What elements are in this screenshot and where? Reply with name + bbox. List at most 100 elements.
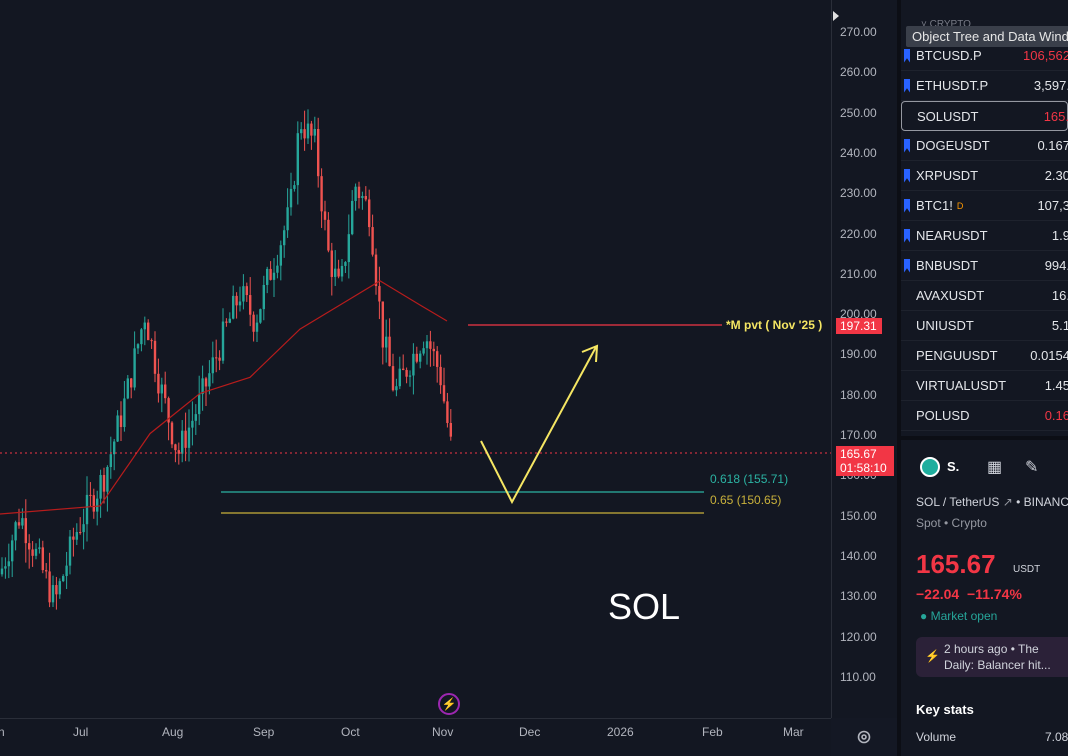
candle-body <box>157 373 160 394</box>
price-chart[interactable] <box>0 0 831 718</box>
candle-body <box>371 227 374 255</box>
candle-body <box>276 265 279 273</box>
layout-grid-icon[interactable]: ▦ <box>987 459 1003 476</box>
candle-body <box>153 340 157 374</box>
pair-name[interactable]: SOL / TetherUS ↗ • BINANC <box>916 495 1068 509</box>
watchlist-row[interactable]: VIRTUALUSDT 1.45 <box>901 371 1068 401</box>
watchlist-row[interactable]: SOLUSDT 165. <box>901 101 1068 131</box>
candle-body <box>306 123 310 139</box>
flag-icon[interactable] <box>904 228 910 243</box>
candle-body <box>439 366 442 386</box>
watchlist-row[interactable]: BNBUSDT 994. <box>901 251 1068 281</box>
watchlist-row[interactable]: ETHUSDT.P 3,597. <box>901 71 1068 101</box>
watchlist-symbol: BTCUSD.P <box>916 48 982 63</box>
candle-body <box>327 219 330 251</box>
time-tick: Aug <box>162 725 184 739</box>
chart-settings-button[interactable] <box>831 718 897 756</box>
sol-annotation[interactable]: SOL <box>608 586 681 627</box>
price-tick: 110.00 <box>840 669 876 684</box>
candle-body <box>31 549 34 556</box>
candle-body <box>289 188 293 208</box>
flag-icon[interactable] <box>904 168 910 183</box>
candle-body <box>38 547 41 549</box>
candle-body <box>402 368 405 370</box>
symbol-short-name[interactable]: S. <box>947 459 960 474</box>
watchlist-symbol: DOGEUSDT <box>916 138 990 153</box>
flag-icon[interactable] <box>904 48 910 63</box>
candle-body <box>255 322 259 332</box>
time-axis[interactable]: n Jul Aug Sep Oct Nov Dec 2026 Feb Mar <box>0 718 831 756</box>
flag-icon[interactable] <box>904 138 910 153</box>
price-tick: 200.00 <box>840 307 877 322</box>
candle-body <box>238 301 242 306</box>
watchlist-section-header[interactable]: ˅ CRYPTO <box>921 19 971 30</box>
candle-body <box>65 565 68 577</box>
watchlist-row[interactable]: PENGUUSDT 0.0154 <box>901 341 1068 371</box>
candle-body <box>75 532 78 540</box>
price-axis[interactable]: 270.00 260.00 250.00 240.00 230.00 220.00 210.… <box>831 0 897 718</box>
watchlist-row[interactable]: UNIUSDT 5.1 <box>901 311 1068 341</box>
arrow-head <box>581 344 599 363</box>
candle-body <box>347 234 350 263</box>
candle-body <box>119 415 123 428</box>
candle-body <box>303 129 306 139</box>
watchlist-price: 994. <box>1044 258 1068 273</box>
watchlist-row[interactable]: POLUSD 0.16 <box>901 401 1068 431</box>
watchlist-price: 165. <box>1043 108 1068 124</box>
watchlist-row[interactable]: DOGEUSDT 0.167 <box>901 131 1068 161</box>
more-icon[interactable]: ⋮ <box>1061 455 1068 475</box>
candle-body <box>323 211 327 220</box>
candle-body <box>140 329 143 345</box>
candle-body <box>48 571 51 603</box>
candle-body <box>72 536 75 540</box>
watchlist-row[interactable]: BTCUSD.P 106,562 <box>901 41 1068 71</box>
time-tick: Nov <box>432 725 454 739</box>
watchlist-row[interactable]: AVAXUSDT 16. <box>901 281 1068 311</box>
key-stats-title: Key stats <box>916 702 974 717</box>
external-link-icon[interactable]: ↗ <box>1002 495 1013 509</box>
candle-body <box>167 398 170 423</box>
chart-pane[interactable]: *M pvt ( Nov '25 ) 0.618 (155.71) 0.65 (… <box>0 0 831 718</box>
candle-body <box>385 336 388 348</box>
watchlist-row[interactable]: BTC1! D 107,3 <box>901 191 1068 221</box>
watchlist-symbol: AVAXUSDT <box>916 288 985 303</box>
candle-body <box>364 196 367 200</box>
candle-body <box>116 415 119 442</box>
flag-icon[interactable] <box>904 258 910 273</box>
candle-body <box>150 340 153 342</box>
edit-icon[interactable]: ✎ <box>1025 459 1039 476</box>
candle-body <box>201 378 204 395</box>
candle-body <box>272 272 276 280</box>
pivot-price-tag: 197.31 <box>836 318 882 334</box>
candle-body <box>361 196 364 199</box>
scroll-right-icon[interactable] <box>833 11 839 21</box>
candle-body <box>368 199 371 228</box>
replay-icon[interactable]: ⚡ <box>438 693 460 715</box>
candle-body <box>279 245 282 266</box>
panel-divider[interactable] <box>897 0 901 756</box>
price-currency: USDT <box>1013 564 1041 575</box>
watchlist-price: 5.1 <box>1051 318 1068 333</box>
details-divider <box>901 436 1068 440</box>
flag-icon[interactable] <box>904 198 910 213</box>
candle-body <box>378 286 381 302</box>
current-price-tag: 165.67 01:58:10 <box>836 446 894 476</box>
candle-body <box>0 568 4 575</box>
watchlist-row[interactable]: NEARUSDT 1.9 <box>901 221 1068 251</box>
candle-body <box>259 309 262 323</box>
candle-body <box>126 378 129 399</box>
symbol-logo <box>920 457 940 477</box>
watchlist-symbol: POLUSD <box>916 408 970 423</box>
flag-icon[interactable] <box>904 78 910 93</box>
fib-65-label: 0.65 (150.65) <box>710 493 782 507</box>
candles-group <box>0 109 452 610</box>
watchlist-symbol: XRPUSDT <box>916 168 979 183</box>
watchlist-row[interactable]: XRPUSDT 2.30 <box>901 161 1068 191</box>
candle-body <box>419 353 422 362</box>
candle-body <box>41 547 44 571</box>
candle-body <box>381 301 384 348</box>
price-tick: 140.00 <box>840 548 877 563</box>
volume-value: 7.08 <box>1045 730 1068 744</box>
current-price-value: 165.67 <box>840 447 877 461</box>
news-card[interactable]: ⚡ 2 hours ago • The Daily: Balancer hit.… <box>916 637 1068 677</box>
